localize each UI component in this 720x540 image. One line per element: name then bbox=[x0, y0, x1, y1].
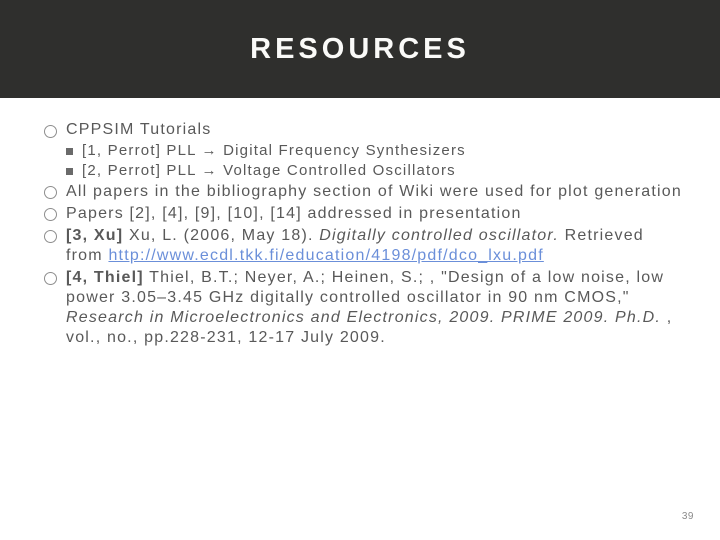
slide-title: RESOURCES bbox=[250, 33, 470, 66]
page-number: 39 bbox=[682, 511, 694, 522]
bullet-text: Papers [2], [4], [9], [10], [14] address… bbox=[66, 205, 522, 222]
ref-prefix: [3, Xu] bbox=[66, 227, 123, 244]
bullet-all-papers: All papers in the bibliography section o… bbox=[44, 182, 684, 202]
ref-mid: Xu, L. (2006, May 18). bbox=[123, 227, 319, 244]
bullet-text: CPPSIM Tutorials bbox=[66, 121, 211, 138]
bullet-ref-3-xu: [3, Xu] Xu, L. (2006, May 18). Digitally… bbox=[44, 226, 684, 266]
content-area: CPPSIM Tutorials [1, Perrot] PLL → Digit… bbox=[0, 98, 720, 348]
ref-prefix: [4, Thiel] bbox=[66, 269, 144, 286]
bullet-ref-4-thiel: [4, Thiel] Thiel, B.T.; Neyer, A.; Heine… bbox=[44, 268, 684, 348]
subbullet-1-perrot: [1, Perrot] PLL → Digital Frequency Synt… bbox=[44, 142, 684, 161]
ref-mid: Thiel, B.T.; Neyer, A.; Heinen, S.; , "D… bbox=[66, 269, 664, 306]
ref-link[interactable]: http://www.ecdl.tkk.fi/education/4198/pd… bbox=[108, 247, 543, 264]
subbullet-2-perrot: [2, Perrot] PLL → Voltage Controlled Osc… bbox=[44, 162, 684, 181]
ref-title-italic: Digitally controlled oscillator. bbox=[319, 227, 559, 244]
subbullet-text: [2, Perrot] PLL → Voltage Controlled Osc… bbox=[82, 162, 456, 179]
bullet-text: All papers in the bibliography section o… bbox=[66, 183, 682, 200]
title-band: RESOURCES bbox=[0, 0, 720, 98]
ref-title-italic: Research in Microelectronics and Electro… bbox=[66, 309, 661, 326]
bullet-cppsim: CPPSIM Tutorials bbox=[44, 120, 684, 140]
bullet-papers-addressed: Papers [2], [4], [9], [10], [14] address… bbox=[44, 204, 684, 224]
subbullet-text: [1, Perrot] PLL → Digital Frequency Synt… bbox=[82, 142, 466, 159]
